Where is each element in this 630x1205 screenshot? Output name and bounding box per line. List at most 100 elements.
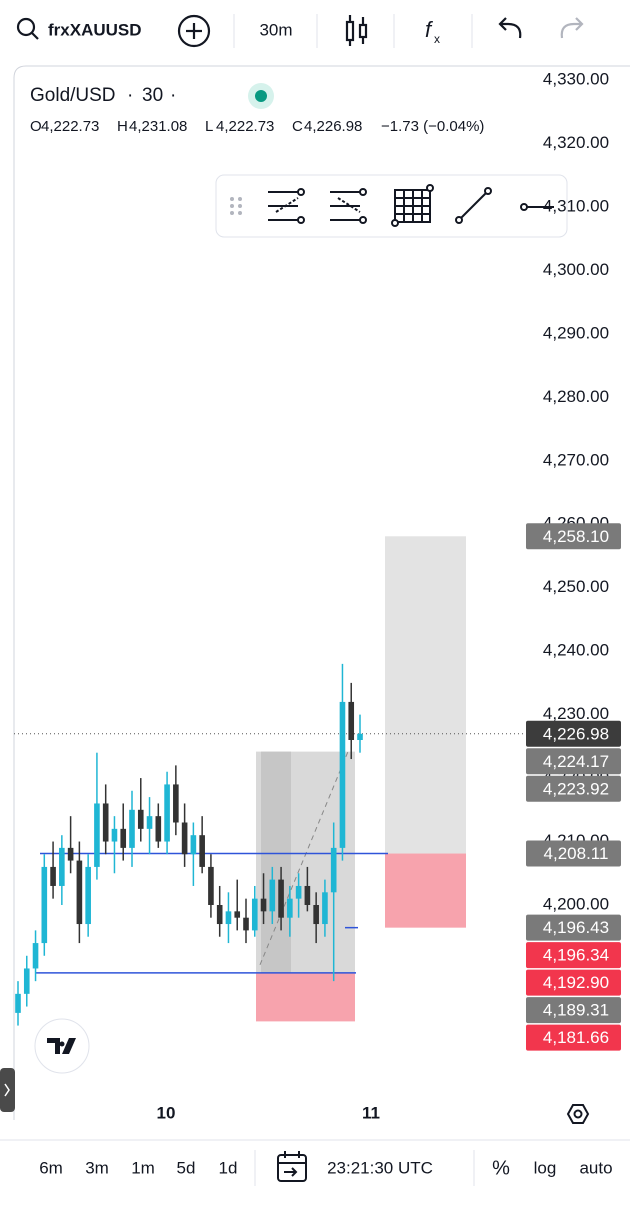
candle-body (173, 784, 179, 823)
price-tag-label: 4,208.11 (544, 844, 609, 863)
tool-trendline[interactable] (455, 187, 492, 224)
legend-name: Gold/USD (30, 85, 116, 106)
price-tag-label: 4,224.17 (543, 752, 609, 771)
candle-body (243, 917, 249, 931)
x-tick-label: 10 (157, 1103, 176, 1122)
drag-handle[interactable] (230, 197, 242, 215)
candle-body (41, 866, 48, 944)
candle-body (330, 847, 337, 893)
candle-body (269, 879, 276, 912)
position-inner (261, 751, 291, 973)
y-tick-label: 4,320.00 (543, 133, 609, 152)
candle-body (50, 866, 56, 886)
candle-body (85, 866, 91, 925)
price-tag (526, 775, 621, 802)
candle-body (67, 847, 74, 861)
candle-body (23, 968, 30, 994)
candle-body (181, 822, 188, 855)
side-tab[interactable] (0, 1068, 15, 1112)
candle-body (94, 803, 100, 867)
price-tag (526, 523, 621, 550)
range-button[interactable]: 3m (85, 1158, 109, 1177)
candle-body (146, 816, 153, 829)
tv-logo-mark (47, 1038, 76, 1054)
range-button[interactable]: 6m (39, 1158, 63, 1177)
price-tag (526, 969, 621, 996)
price-tag-label: 4,181.66 (543, 1028, 609, 1047)
candle-body (251, 898, 258, 931)
tool-grid[interactable] (391, 184, 434, 227)
l-label: L (205, 118, 213, 135)
candle-body (120, 828, 127, 848)
price-tag (526, 748, 621, 775)
settings[interactable] (566, 1104, 590, 1124)
range-button[interactable]: 1d (219, 1158, 238, 1177)
candle-body (322, 892, 328, 925)
candle-body (32, 943, 39, 969)
candle-body (313, 905, 319, 925)
top-bar (16, 14, 584, 48)
y-tick-label: 4,270.00 (543, 450, 609, 469)
legend-dot: · (127, 85, 133, 106)
clock: 23:21:30 UTC (327, 1158, 433, 1177)
tool-ray[interactable] (520, 203, 554, 211)
y-tick-label: 4,240.00 (543, 641, 609, 660)
price-tag (526, 720, 621, 747)
candle-body (199, 835, 205, 867)
position-stop (385, 853, 466, 928)
price-tag-label: 4,189.31 (543, 1001, 609, 1020)
o: 4,222.73 (41, 118, 99, 135)
candle-body (208, 866, 214, 905)
legend-dot: · (170, 85, 176, 106)
y-tick-label: 4,200.00 (543, 894, 609, 913)
fx-icon: f (425, 17, 434, 42)
candle-body (234, 911, 241, 918)
side-tab-arrow (4, 1083, 10, 1097)
candle-body (260, 898, 267, 912)
candle-body (111, 828, 118, 842)
plot (14, 536, 526, 1026)
y-tick-label: 4,330.00 (543, 69, 609, 88)
range-button[interactable]: 1m (131, 1158, 155, 1177)
h-label: H (117, 118, 128, 135)
price-tag (526, 914, 621, 941)
fx-icon: x (434, 32, 440, 46)
candle-body (295, 885, 302, 899)
drawing-toolbar (215, 174, 568, 238)
candle-body (225, 911, 232, 925)
candle-body (287, 898, 293, 918)
symbol[interactable]: frxXAUUSD (48, 20, 142, 39)
price-tag-label: 4,192.90 (543, 973, 609, 992)
log-toggle[interactable]: log (534, 1158, 557, 1177)
range-button[interactable]: 5d (177, 1158, 196, 1177)
position-path (259, 751, 349, 966)
x-tick-label: 11 (362, 1103, 380, 1122)
change: −1.73 (−0.04%) (381, 118, 484, 135)
candle-body (59, 847, 65, 886)
candle-body (15, 993, 21, 1013)
tool-short[interactable] (330, 188, 367, 224)
candle-body (278, 879, 284, 918)
price-tag-label: 4,196.43 (543, 918, 609, 937)
status (255, 90, 267, 102)
price-tag (526, 997, 621, 1024)
candle-body (339, 701, 346, 848)
position-profit (385, 536, 466, 854)
legend-interval: 30 (142, 85, 163, 106)
h: 4,231.08 (129, 118, 187, 135)
candle-body (304, 885, 311, 905)
tv-logo-mark (59, 1041, 65, 1047)
y-tick-label: 4,300.00 (543, 260, 609, 279)
calendar-icon[interactable] (277, 1151, 307, 1182)
candle-body (102, 803, 109, 842)
price-tag (526, 840, 621, 867)
c: 4,226.98 (304, 118, 362, 135)
auto-toggle[interactable]: auto (579, 1158, 612, 1177)
interval[interactable]: 30m (259, 20, 292, 39)
candle-body (137, 809, 144, 829)
chart-frame (13, 65, 630, 1120)
tool-long[interactable] (268, 188, 305, 224)
percent-toggle[interactable]: % (492, 1157, 510, 1179)
